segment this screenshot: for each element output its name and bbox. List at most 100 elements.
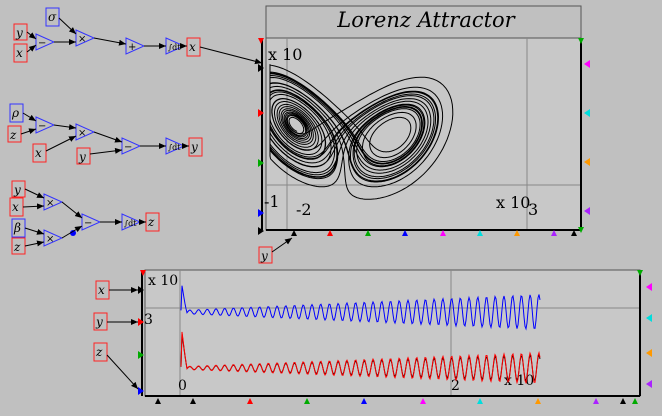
port-marker-6[interactable]	[258, 227, 264, 235]
tport-6[interactable]	[637, 270, 643, 276]
integral-sign-x: ∫dt	[168, 43, 181, 52]
z-input-label-time: z	[95, 345, 103, 359]
beta-label: β	[13, 221, 21, 235]
time-x-tick-mid: 2	[451, 378, 460, 394]
time-plot[interactable]: x 10 3 0 2 x 10	[141, 269, 641, 397]
port-marker-11[interactable]	[584, 207, 590, 215]
port-marker-14[interactable]	[327, 230, 333, 236]
port-marker-21[interactable]	[571, 230, 577, 236]
time-y-scale-label: x 10	[148, 273, 178, 289]
port-marker-9[interactable]	[584, 109, 590, 117]
port-marker-4[interactable]	[258, 159, 264, 167]
port-marker-16[interactable]	[402, 230, 408, 236]
tport-2[interactable]	[138, 286, 144, 294]
tport-7[interactable]	[646, 283, 652, 291]
y-time-trace	[180, 331, 541, 385]
time-y-tick-label: 3	[144, 312, 153, 328]
y-output-label: y	[190, 140, 198, 154]
time-x-tick-left: 0	[178, 378, 187, 394]
z-input-label-y: z	[9, 128, 17, 142]
multiply-triangle-z1[interactable]	[43, 193, 64, 211]
z-equation-blocks: y x β z × × − ∫dt z	[9, 180, 160, 255]
z-input-block-time[interactable]	[93, 342, 108, 362]
x-output-label: x	[189, 40, 196, 54]
times-sign-x: ×	[78, 34, 86, 45]
x-time-trace	[180, 285, 541, 331]
y-input-block-y[interactable]	[76, 147, 91, 165]
multiply-triangle-y[interactable]	[75, 123, 96, 141]
tport-17[interactable]	[477, 398, 483, 404]
minus-sign-z: −	[84, 218, 92, 229]
port-marker-3[interactable]	[258, 109, 264, 117]
port-marker-13[interactable]	[291, 230, 297, 236]
port-marker-12[interactable]	[578, 227, 584, 233]
x-input-label-time: x	[98, 283, 105, 297]
sigma-constant-block[interactable]	[45, 7, 60, 27]
tport-11[interactable]	[155, 398, 161, 404]
phase-y-tick-label: -1	[264, 192, 280, 211]
subtract-triangle-x[interactable]	[35, 33, 56, 51]
y-input-block-phase[interactable]	[258, 246, 273, 264]
port-marker-5[interactable]	[258, 209, 264, 217]
x-equation-blocks: σ y x − × + ∫dt x	[13, 7, 263, 65]
port-marker-10[interactable]	[584, 158, 590, 166]
x-input-block[interactable]	[13, 43, 28, 63]
tport-16[interactable]	[420, 398, 426, 404]
phase-plot-ports	[258, 38, 590, 236]
port-marker-1[interactable]	[258, 38, 264, 44]
minus-sign-y2: −	[124, 142, 132, 153]
times-sign-z1: ×	[46, 198, 54, 209]
phase-plot-area	[265, 37, 582, 231]
port-marker-19[interactable]	[514, 230, 520, 236]
subtract-triangle-y2[interactable]	[121, 137, 142, 155]
sigma-label: σ	[48, 10, 57, 24]
integral-sign-z: ∫dt	[124, 219, 137, 228]
x-input-label-y: x	[35, 146, 42, 160]
y-output-block[interactable]	[188, 137, 203, 157]
port-marker-2[interactable]	[258, 64, 264, 72]
y-input-label: y	[15, 26, 23, 40]
multiply-triangle-z2[interactable]	[43, 229, 64, 247]
rho-label: ρ	[11, 106, 19, 120]
port-marker-18[interactable]	[477, 230, 483, 236]
tport-12[interactable]	[190, 398, 196, 404]
port-marker-8[interactable]	[584, 60, 590, 68]
subtract-triangle-y1[interactable]	[35, 116, 56, 134]
integral-sign-y: ∫dt	[168, 143, 181, 152]
minus-sign-y1: −	[38, 121, 46, 132]
tport-5[interactable]	[138, 387, 144, 395]
tport-21[interactable]	[632, 398, 638, 404]
tport-20[interactable]	[620, 398, 626, 404]
tport-9[interactable]	[646, 349, 652, 357]
phase-plot-title: Lorenz Attractor	[336, 8, 516, 32]
tport-4[interactable]	[138, 351, 144, 359]
times-sign-y: ×	[78, 128, 86, 139]
tport-8[interactable]	[646, 314, 652, 322]
port-marker-20[interactable]	[551, 230, 557, 236]
times-sign-z2: ×	[46, 234, 54, 245]
tport-14[interactable]	[304, 398, 310, 404]
subtract-triangle-z[interactable]	[81, 213, 102, 231]
tport-10[interactable]	[646, 380, 652, 388]
tport-3[interactable]	[138, 318, 144, 326]
z-output-label: z	[147, 215, 155, 229]
port-marker-7[interactable]	[578, 38, 584, 44]
port-marker-17[interactable]	[440, 230, 446, 236]
tport-18[interactable]	[535, 398, 541, 404]
tport-15[interactable]	[361, 398, 367, 404]
tport-1[interactable]	[140, 270, 146, 276]
port-marker-15[interactable]	[365, 230, 371, 236]
phase-x-tick-right: 3	[528, 200, 538, 219]
y-input-label-z: y	[13, 183, 21, 197]
sum-triangle-x[interactable]	[125, 37, 146, 55]
x-input-block-y[interactable]	[32, 143, 47, 163]
multiply-triangle-x[interactable]	[75, 29, 96, 47]
z-input-label-z: z	[13, 240, 21, 254]
phase-x-tick-left: -2	[296, 200, 312, 219]
tport-13[interactable]	[247, 398, 253, 404]
x-input-label-z: x	[12, 200, 19, 214]
tport-19[interactable]	[593, 398, 599, 404]
y-input-label-phase: y	[260, 249, 268, 263]
phase-plot[interactable]: Lorenz Attractor x 10 -1 -2 x 10 3	[261, 5, 582, 231]
